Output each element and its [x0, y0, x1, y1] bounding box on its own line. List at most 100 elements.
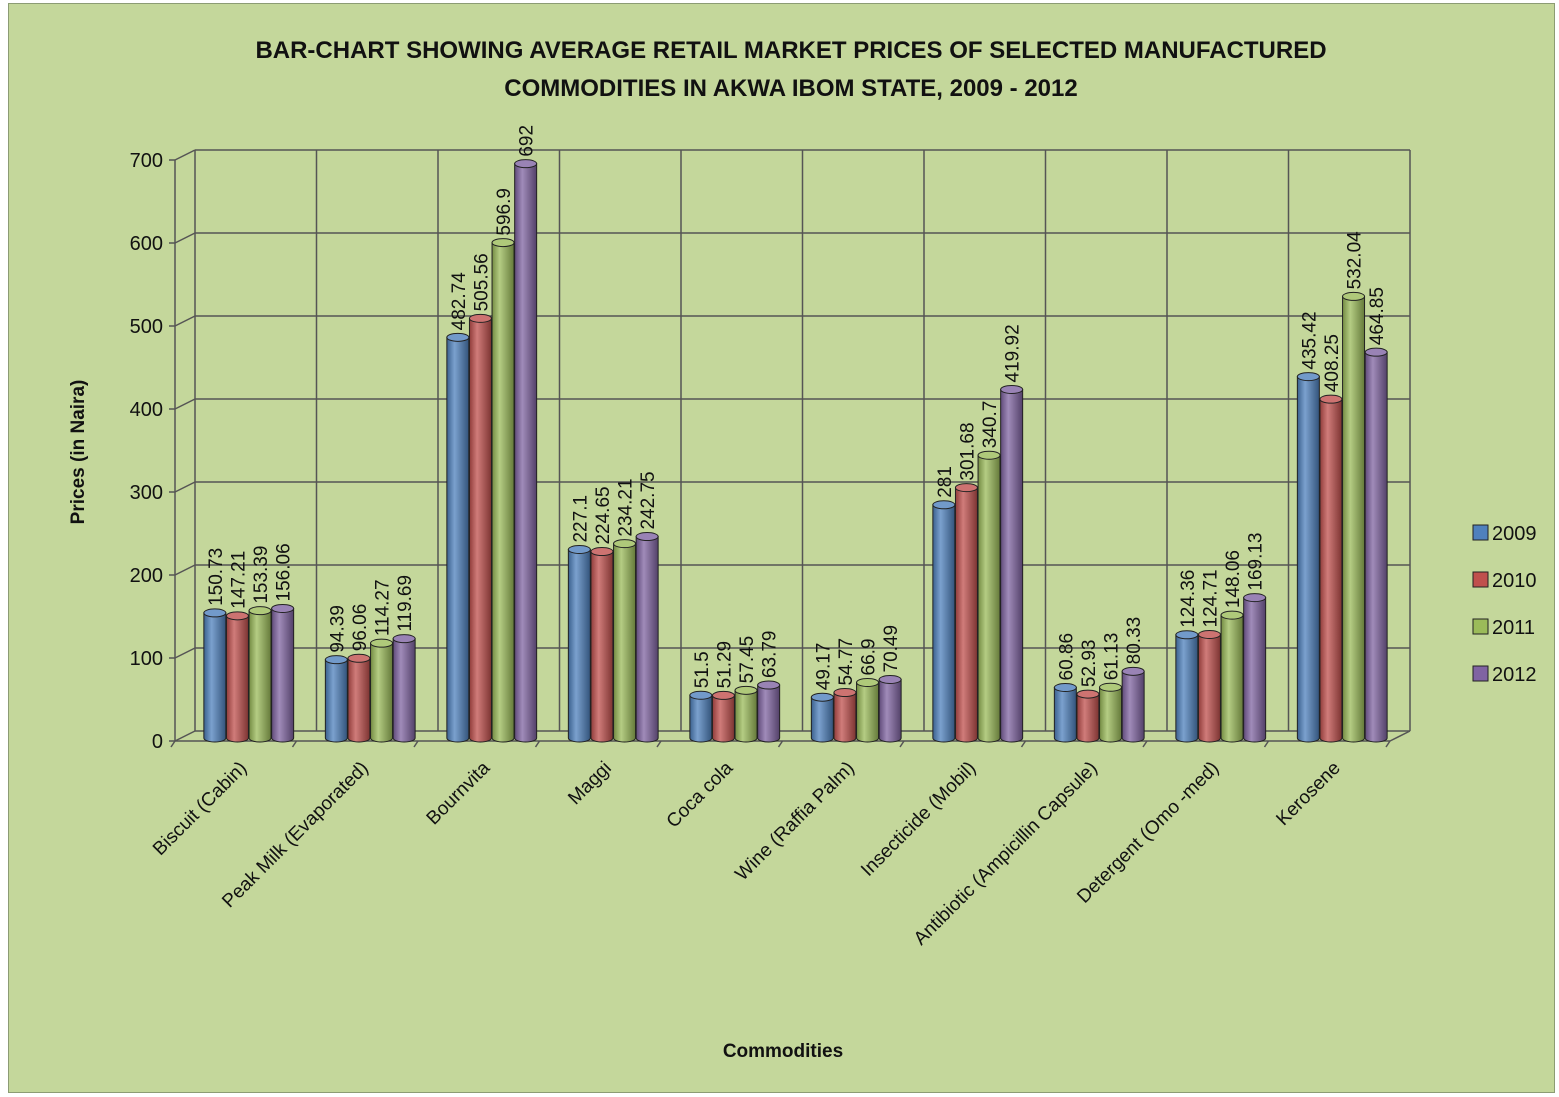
- data-label: 51.5: [692, 651, 713, 688]
- bar-top: [1076, 689, 1100, 699]
- y-tick-label: 700: [130, 150, 163, 172]
- legend-swatch: [1472, 571, 1489, 588]
- bar: [689, 690, 713, 743]
- data-label: 408.25: [1322, 334, 1343, 392]
- bar-body: [370, 642, 394, 743]
- data-label: 227.1: [570, 495, 591, 543]
- bar-top: [878, 674, 902, 684]
- bar-body: [514, 163, 538, 743]
- bar-body: [613, 543, 637, 743]
- data-label: 57.45: [737, 636, 758, 684]
- gridline-side: [174, 564, 196, 576]
- gridline-side: [174, 232, 196, 244]
- bar-top: [392, 634, 416, 644]
- bar: [1296, 372, 1320, 743]
- bar-top: [689, 690, 713, 700]
- gridline-side: [174, 647, 196, 659]
- data-label: 340.7: [980, 401, 1001, 449]
- bar-top: [590, 547, 614, 557]
- plot-area: 0 100 200 300 400 500 600 700 150.73 147.21 153.39…: [130, 125, 1411, 950]
- bar-body: [1364, 351, 1388, 743]
- bar: [711, 690, 735, 743]
- bar-body: [833, 692, 857, 743]
- bar-body: [203, 612, 227, 743]
- gridline-side: [174, 315, 196, 327]
- bar-top: [370, 638, 394, 648]
- chart-title-line-2: COMMODITIES IN AKWA IBOM STATE, 2009 - 2…: [504, 75, 1077, 102]
- x-category-label: Kerosene: [1272, 758, 1344, 830]
- bar: [878, 674, 902, 743]
- bar: [1243, 593, 1267, 743]
- bar: [203, 608, 227, 743]
- bar-top: [1342, 291, 1366, 301]
- data-label: 435.42: [1299, 311, 1320, 369]
- y-tick-label: 200: [130, 565, 163, 587]
- bar: [225, 611, 249, 743]
- bar-body: [810, 696, 834, 743]
- x-category-label: Wine (Raffia Palm): [731, 758, 858, 885]
- data-label: 224.65: [593, 486, 614, 544]
- gridline-side: [174, 481, 196, 493]
- data-label: 148.06: [1223, 550, 1244, 608]
- bar: [1121, 666, 1145, 743]
- bar: [347, 653, 371, 743]
- bar: [1220, 610, 1244, 743]
- x-category-label: Insecticide (Mobil): [857, 758, 980, 881]
- data-label: 80.33: [1124, 617, 1145, 665]
- bar-body: [757, 684, 781, 743]
- data-label: 147.21: [228, 551, 249, 609]
- data-label: 114.27: [373, 579, 394, 636]
- bar-top: [833, 688, 857, 698]
- data-label: 692: [517, 125, 538, 157]
- bar-top: [613, 539, 637, 549]
- gridline-side: [174, 149, 196, 161]
- data-label: 124.36: [1178, 570, 1199, 628]
- data-label: 94.39: [327, 605, 348, 653]
- data-label: 482.74: [449, 272, 470, 331]
- y-tick-label: 500: [130, 316, 163, 338]
- data-label: 505.56: [471, 253, 492, 311]
- bar: [514, 159, 538, 743]
- bar-top: [468, 313, 492, 323]
- x-tick-mark: [1385, 740, 1391, 748]
- bar: [1175, 630, 1199, 743]
- chart-title-line-1: BAR-CHART SHOWING AVERAGE RETAIL MARKET …: [255, 37, 1326, 64]
- data-label: 464.85: [1367, 287, 1388, 345]
- data-label: 532.04: [1345, 231, 1366, 290]
- legend: 2009 2010 2011 2012: [1472, 523, 1537, 686]
- bar-top: [248, 606, 272, 616]
- bar: [810, 692, 834, 743]
- bar-body: [1319, 398, 1343, 743]
- data-label: 301.68: [957, 422, 978, 480]
- bar-body: [856, 681, 880, 743]
- legend-swatch: [1472, 665, 1489, 682]
- bar-body: [1121, 670, 1145, 743]
- bar: [856, 677, 880, 743]
- bar-top: [1296, 372, 1320, 382]
- bar-top: [711, 690, 735, 700]
- bar-top: [1319, 394, 1343, 404]
- bar-top: [1053, 682, 1077, 692]
- bar: [1342, 291, 1366, 743]
- bar-top: [1197, 629, 1221, 639]
- data-label: 150.73: [206, 548, 227, 606]
- bar: [1000, 384, 1024, 743]
- bar-body: [392, 638, 416, 743]
- bar-body: [1220, 614, 1244, 743]
- bar-top: [1220, 610, 1244, 620]
- legend-label: 2009: [1492, 523, 1537, 545]
- bar: [446, 332, 470, 743]
- bar-body: [491, 242, 515, 743]
- bar-top: [810, 692, 834, 702]
- bar: [977, 450, 1001, 743]
- x-tick-mark: [170, 740, 176, 748]
- x-tick-mark: [1142, 740, 1148, 748]
- x-category-label: Maggi: [564, 758, 615, 809]
- data-label: 49.17: [813, 643, 834, 691]
- bar: [468, 313, 492, 743]
- bar: [1053, 682, 1077, 743]
- bar: [1364, 347, 1388, 743]
- bar-top: [856, 677, 880, 687]
- data-label: 242.75: [638, 471, 659, 529]
- bar-body: [689, 694, 713, 743]
